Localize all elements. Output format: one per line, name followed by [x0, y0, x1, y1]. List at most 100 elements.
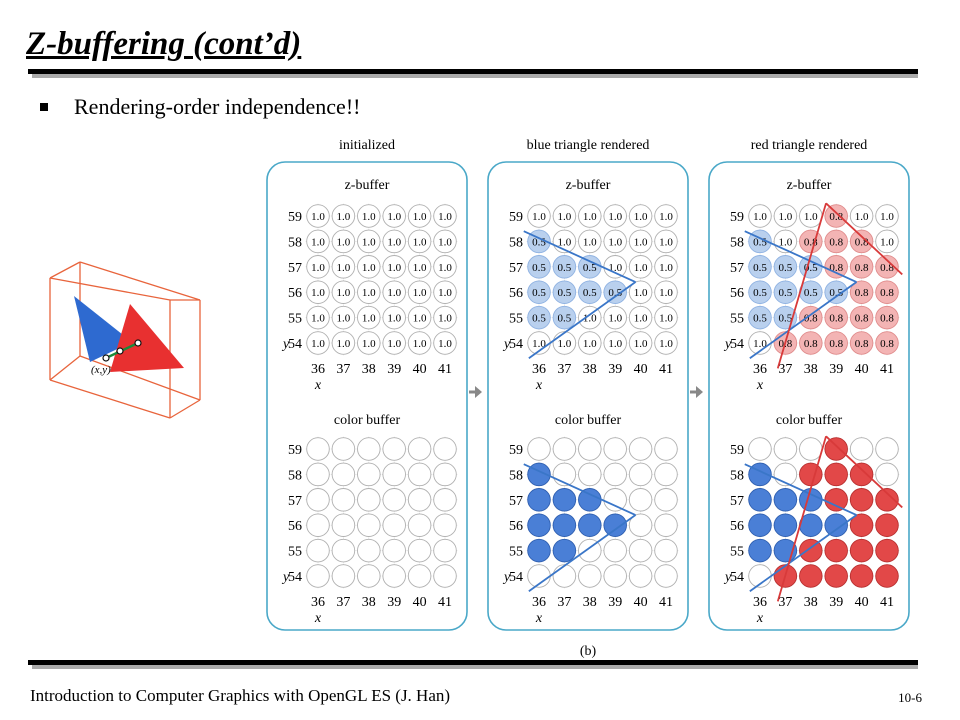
z-cell	[849, 255, 874, 279]
y-tick-label: 54	[288, 570, 302, 585]
z-cell	[357, 204, 381, 228]
z-value: 1.0	[413, 287, 427, 299]
z-cell	[382, 305, 406, 330]
z-value: 1.0	[855, 211, 869, 223]
color-cell	[527, 538, 551, 563]
color-cell	[875, 564, 899, 588]
z-cell	[578, 305, 602, 330]
y-tick-label: 56	[288, 286, 302, 301]
panel-title: blue triangle rendered	[527, 138, 650, 153]
color-cell	[552, 488, 577, 512]
z-cell	[603, 331, 627, 355]
z-cell	[357, 280, 381, 304]
x-tick-label: 40	[413, 595, 427, 610]
color-cell	[433, 564, 457, 588]
y-tick-label: 56	[509, 519, 523, 534]
color-cell	[331, 488, 356, 512]
color-cell	[654, 488, 678, 512]
x-tick-label: 39	[829, 595, 843, 610]
z-cell	[331, 229, 356, 254]
x-tick-label: 37	[778, 362, 792, 377]
x-tick-label: 39	[387, 595, 401, 610]
z-value: 1.0	[659, 287, 673, 299]
z-cell	[875, 331, 899, 355]
figure-caption: (b)	[580, 644, 597, 659]
color-buffer-label: color buffer	[334, 413, 401, 428]
blue-triangle-edge	[744, 463, 857, 516]
z-cell	[654, 229, 678, 254]
red-triangle-edge	[825, 435, 903, 509]
x-tick-label: 40	[634, 595, 648, 610]
color-cell	[799, 538, 823, 563]
z-value: 1.0	[438, 338, 452, 350]
y-tick-label: 54	[288, 337, 302, 352]
z-value: 1.0	[438, 262, 452, 274]
buffer-panels: initialized z-buffer color buffer 59 1.0 1.0 1…	[266, 138, 910, 631]
color-cell	[331, 538, 356, 563]
y-tick-label: 59	[509, 210, 523, 225]
z-value: 1.0	[608, 211, 622, 223]
x-tick-label: 39	[829, 362, 843, 377]
z-value: 0.8	[829, 313, 843, 325]
box-edge	[49, 355, 81, 381]
z-cell	[357, 255, 381, 279]
color-cell	[552, 564, 577, 588]
z-cell	[433, 204, 457, 228]
z-buffer-label: z-buffer	[787, 178, 832, 193]
z-value: 1.0	[413, 236, 427, 248]
y-tick-label: 55	[509, 545, 523, 560]
color-cell	[628, 437, 653, 461]
z-value: 1.0	[362, 313, 376, 325]
z-cell	[654, 305, 678, 330]
z-value: 0.5	[532, 287, 546, 299]
x-tick-label: 39	[387, 362, 401, 377]
x-tick-label: 36	[311, 595, 325, 610]
x-axis-label: x	[535, 611, 543, 626]
z-cell	[433, 331, 457, 355]
x-tick-label: 38	[362, 362, 376, 377]
z-value: 1.0	[583, 313, 597, 325]
triangle-illustration: (x,y)	[49, 261, 201, 419]
color-cell	[407, 513, 432, 537]
color-cell	[407, 564, 432, 588]
z-value: 1.0	[583, 211, 597, 223]
x-tick-label: 36	[753, 362, 767, 377]
color-cell	[849, 488, 874, 512]
z-value: 1.0	[337, 338, 351, 350]
z-value: 0.5	[753, 313, 767, 325]
z-cell	[748, 305, 772, 330]
z-cell	[552, 255, 577, 279]
z-value: 1.0	[532, 338, 546, 350]
z-cell	[306, 305, 330, 330]
z-value: 1.0	[659, 313, 673, 325]
z-cell	[849, 204, 874, 228]
y-tick-label: 55	[509, 312, 523, 327]
color-cell	[357, 462, 381, 487]
color-cell	[824, 538, 848, 563]
color-cell	[628, 538, 653, 563]
z-value: 0.5	[779, 313, 793, 325]
x-tick-label: 37	[557, 595, 571, 610]
z-cell	[849, 229, 874, 254]
z-cell	[603, 305, 627, 330]
y-tick-label: 58	[288, 235, 302, 250]
y-axis-label: y	[281, 570, 290, 585]
x-tick-label: 40	[634, 362, 648, 377]
z-value: 1.0	[438, 211, 452, 223]
y-tick-label: 55	[288, 312, 302, 327]
x-tick-label: 37	[557, 362, 571, 377]
x-tick-label: 37	[778, 595, 792, 610]
z-value: 0.5	[558, 287, 572, 299]
z-value: 1.0	[337, 262, 351, 274]
z-value: 0.8	[829, 211, 843, 223]
blue-triangle-edge	[528, 514, 637, 592]
z-value: 1.0	[311, 211, 325, 223]
color-cell	[654, 513, 678, 537]
z-value: 1.0	[413, 211, 427, 223]
z-cell	[578, 204, 602, 228]
z-cell	[849, 331, 874, 355]
z-value: 0.5	[829, 287, 843, 299]
z-cell	[382, 204, 406, 228]
color-cell	[578, 513, 602, 537]
z-cell	[433, 305, 457, 330]
